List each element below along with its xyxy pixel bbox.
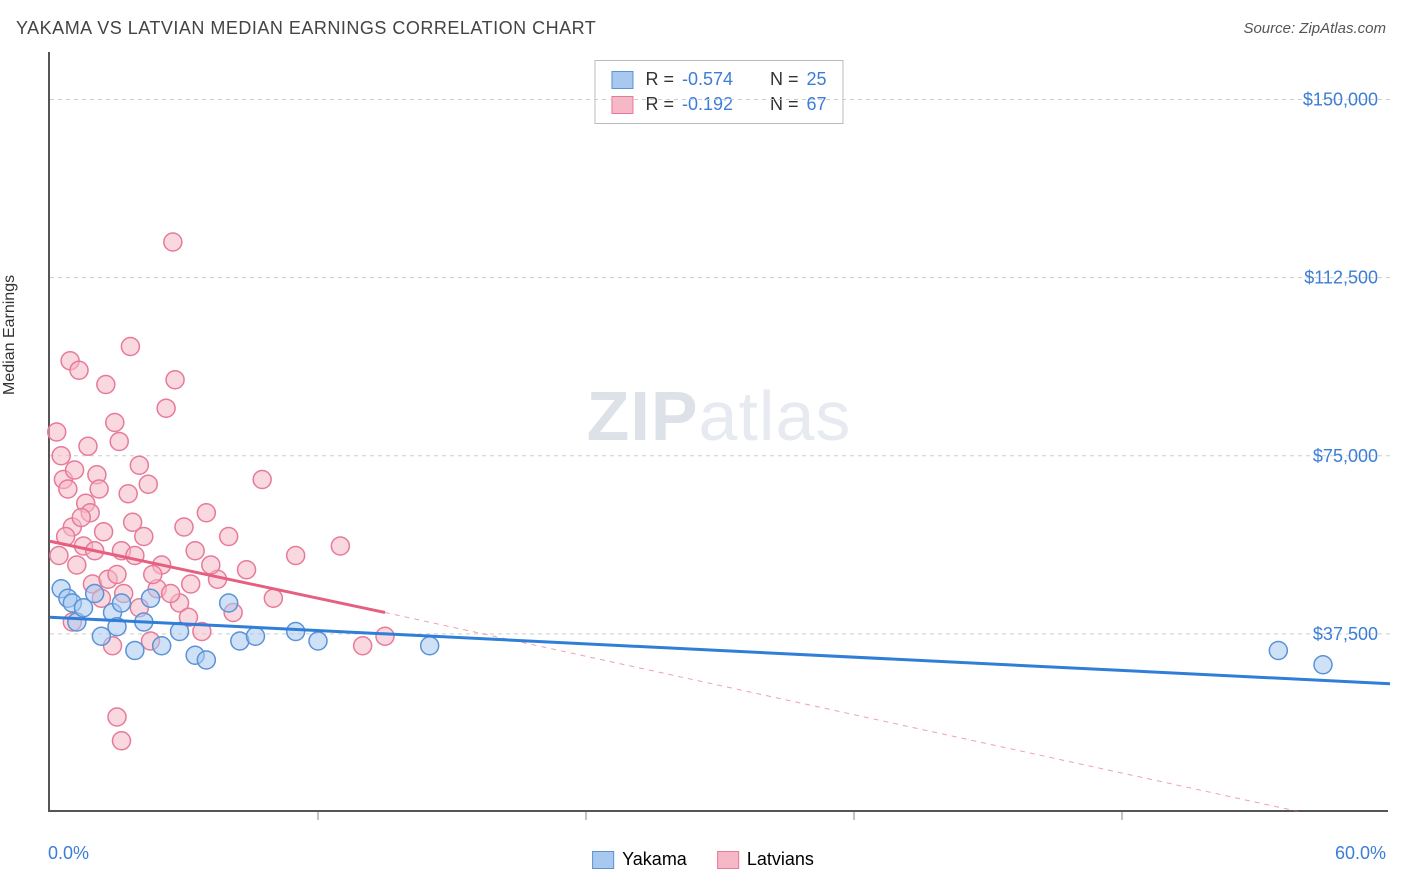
svg-text:$112,500: $112,500 [1304,268,1378,288]
y-axis-label: Median Earnings [1,275,19,395]
x-axis-max-label: 60.0% [1335,843,1386,864]
legend-label-yakama: Yakama [622,849,687,870]
series-legend: Yakama Latvians [592,849,814,870]
x-axis-min-label: 0.0% [48,843,89,864]
plot-area: ZIPatlas R = -0.574 N = 25 R = -0.192 N … [48,52,1388,812]
legend-label-latvians: Latvians [747,849,814,870]
swatch-latvians-bottom [717,851,739,869]
chart-svg: $37,500 $75,000 $112,500 $150,000 [50,52,1388,810]
svg-text:$75,000: $75,000 [1313,446,1378,466]
source-attribution: Source: ZipAtlas.com [1243,20,1386,37]
legend-item-latvians: Latvians [717,849,814,870]
chart-title: YAKAMA VS LATVIAN MEDIAN EARNINGS CORREL… [16,18,596,39]
legend-item-yakama: Yakama [592,849,687,870]
svg-text:$37,500: $37,500 [1313,624,1378,644]
svg-text:$150,000: $150,000 [1303,90,1378,110]
swatch-yakama-bottom [592,851,614,869]
